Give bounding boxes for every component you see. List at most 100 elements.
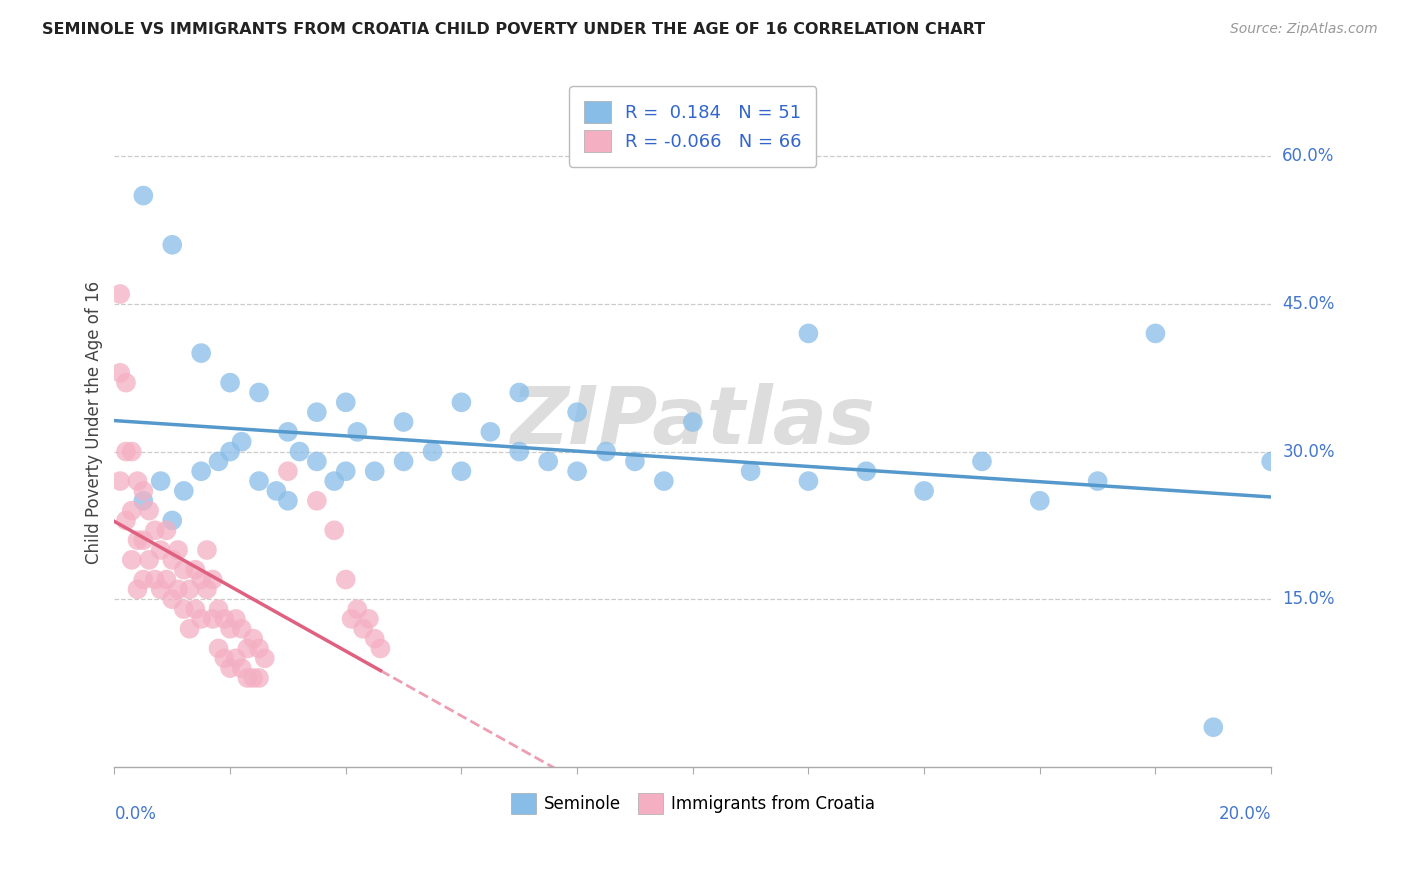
Point: [236, 671, 259, 685]
Point: [214, 651, 236, 665]
Point: [231, 661, 253, 675]
Point: [173, 483, 195, 498]
Point: [162, 592, 184, 607]
Point: [155, 524, 177, 538]
Point: [179, 622, 201, 636]
Point: [537, 454, 560, 468]
Point: [190, 464, 212, 478]
Text: 0.0%: 0.0%: [114, 805, 156, 823]
Point: [266, 483, 288, 498]
Point: [242, 632, 264, 646]
Point: [323, 524, 346, 538]
Point: [173, 602, 195, 616]
Point: [195, 543, 218, 558]
Point: [121, 553, 143, 567]
Point: [184, 602, 207, 616]
Point: [162, 237, 184, 252]
Point: [115, 444, 138, 458]
Point: [225, 612, 247, 626]
Point: [970, 454, 993, 468]
Point: [173, 563, 195, 577]
Point: [335, 464, 357, 478]
Point: [108, 474, 131, 488]
Point: [219, 622, 242, 636]
Point: [797, 326, 820, 341]
Point: [253, 651, 276, 665]
Point: [149, 474, 172, 488]
Point: [127, 474, 149, 488]
Point: [115, 376, 138, 390]
Point: [167, 582, 190, 597]
Point: [121, 444, 143, 458]
Point: [370, 641, 392, 656]
Point: [190, 346, 212, 360]
Point: [155, 573, 177, 587]
Point: [1260, 454, 1282, 468]
Point: [357, 612, 380, 626]
Point: [1144, 326, 1167, 341]
Point: [127, 582, 149, 597]
Point: [1029, 493, 1052, 508]
Point: [247, 385, 270, 400]
Y-axis label: Child Poverty Under the Age of 16: Child Poverty Under the Age of 16: [86, 280, 103, 564]
Point: [422, 444, 444, 458]
Point: [450, 395, 472, 409]
Point: [149, 582, 172, 597]
Point: [479, 425, 502, 439]
Point: [340, 612, 363, 626]
Point: [132, 533, 155, 548]
Point: [190, 573, 212, 587]
Point: [219, 661, 242, 675]
Point: [797, 474, 820, 488]
Point: [247, 641, 270, 656]
Point: [363, 464, 385, 478]
Text: 20.0%: 20.0%: [1219, 805, 1271, 823]
Point: [201, 612, 224, 626]
Point: [624, 454, 647, 468]
Text: 15.0%: 15.0%: [1282, 591, 1334, 608]
Point: [214, 612, 236, 626]
Point: [195, 582, 218, 597]
Point: [184, 563, 207, 577]
Point: [855, 464, 877, 478]
Point: [652, 474, 675, 488]
Point: [143, 573, 166, 587]
Point: [242, 671, 264, 685]
Point: [219, 444, 242, 458]
Point: [108, 366, 131, 380]
Point: [335, 573, 357, 587]
Point: [305, 493, 328, 508]
Text: Source: ZipAtlas.com: Source: ZipAtlas.com: [1230, 22, 1378, 37]
Point: [247, 671, 270, 685]
Point: [277, 425, 299, 439]
Point: [508, 385, 530, 400]
Point: [108, 287, 131, 301]
Point: [138, 503, 160, 517]
Point: [1087, 474, 1109, 488]
Point: [346, 425, 368, 439]
Point: [225, 651, 247, 665]
Point: [392, 454, 415, 468]
Point: [207, 641, 229, 656]
Text: SEMINOLE VS IMMIGRANTS FROM CROATIA CHILD POVERTY UNDER THE AGE OF 16 CORRELATIO: SEMINOLE VS IMMIGRANTS FROM CROATIA CHIL…: [42, 22, 986, 37]
Point: [450, 464, 472, 478]
Point: [121, 503, 143, 517]
Point: [143, 524, 166, 538]
Point: [149, 543, 172, 558]
Text: 45.0%: 45.0%: [1282, 295, 1334, 313]
Point: [247, 474, 270, 488]
Point: [565, 405, 588, 419]
Point: [305, 454, 328, 468]
Point: [740, 464, 762, 478]
Point: [132, 573, 155, 587]
Point: [288, 444, 311, 458]
Point: [132, 483, 155, 498]
Point: [682, 415, 704, 429]
Point: [277, 464, 299, 478]
Point: [323, 474, 346, 488]
Point: [115, 513, 138, 527]
Point: [132, 493, 155, 508]
Point: [912, 483, 935, 498]
Point: [565, 464, 588, 478]
Point: [219, 376, 242, 390]
